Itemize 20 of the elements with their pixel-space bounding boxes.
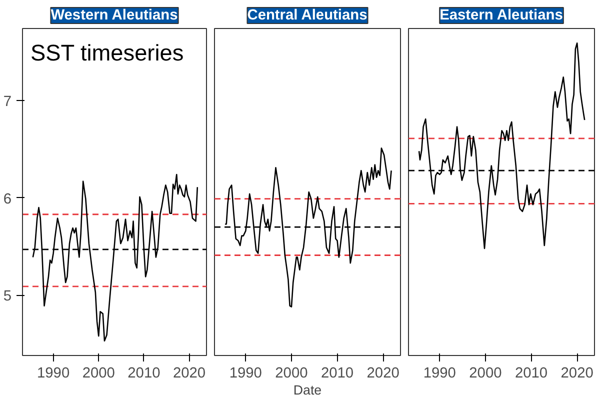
y-tick-label: 5 [3, 288, 12, 305]
x-tick-label: 2010 [320, 366, 354, 382]
x-tick-label: 2000 [469, 366, 502, 382]
x-tick-label: 1990 [229, 366, 262, 382]
x-tick-label: 2020 [366, 366, 400, 382]
x-tick-label: 2020 [172, 366, 206, 382]
x-tick-label: 2010 [128, 366, 160, 382]
x-tick-label: 2010 [514, 366, 548, 382]
chart-title: Eastern Aleutians [440, 8, 563, 24]
x-tick-label: 1990 [37, 366, 70, 382]
annotation: SST timeseries [30, 40, 184, 66]
y-tick-label: 7 [3, 94, 12, 110]
x-tick-label: 2000 [82, 366, 115, 382]
y-tick-label: 6 [3, 191, 12, 208]
x-axis-title: Date [293, 382, 322, 398]
x-tick-label: 2000 [275, 366, 308, 382]
chart-title: Central Aleutians [247, 8, 368, 24]
chart-title: Western Aleutians [50, 8, 178, 24]
x-tick-label: 1990 [423, 366, 456, 382]
x-tick-label: 2020 [560, 366, 594, 382]
